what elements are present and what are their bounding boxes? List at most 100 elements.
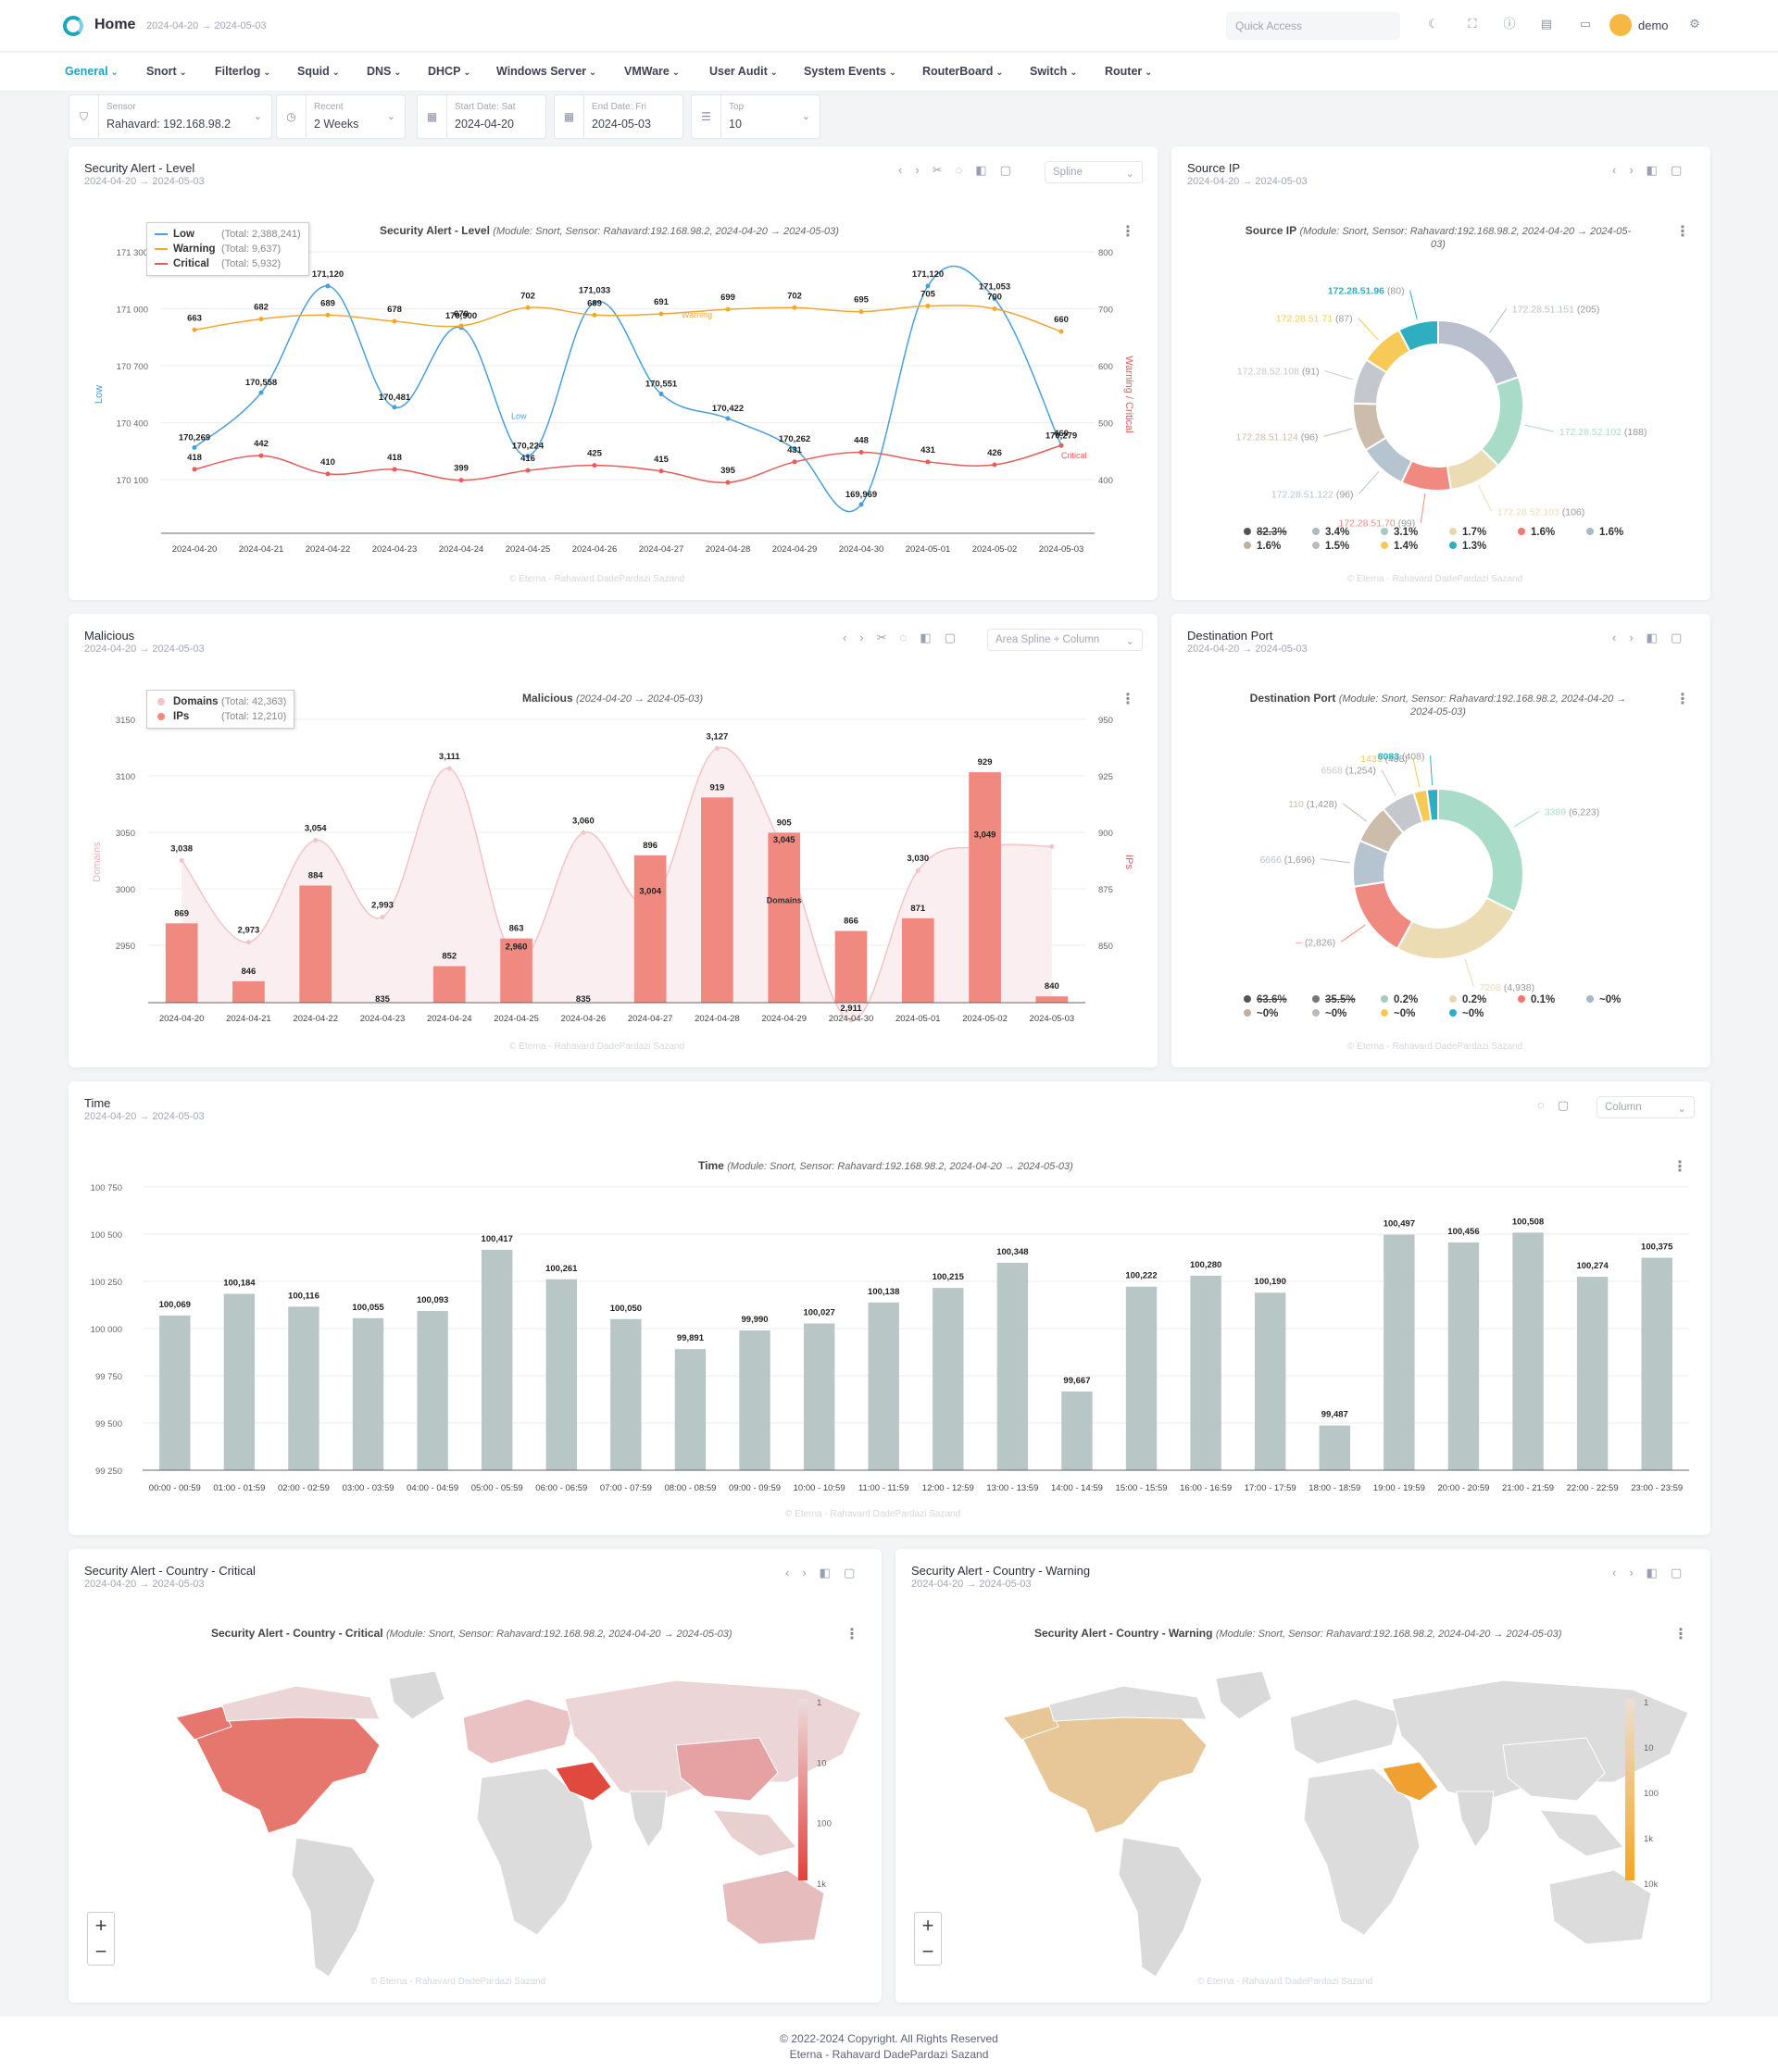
pie-legend-item[interactable]: 63.6% (1244, 994, 1312, 1005)
pie-legend-item[interactable]: 1.3% (1449, 541, 1518, 552)
legend-item-domains[interactable]: Domains (Total: 42,363) (155, 694, 286, 709)
code-icon[interactable]: ‹› (785, 1566, 820, 1579)
chart-type-select[interactable]: Area Spline + Column ⌄ (987, 629, 1143, 651)
comment-icon[interactable]: ▢ (1557, 1098, 1583, 1112)
legend-item-critical[interactable]: Critical (Total: 5,932) (155, 256, 301, 271)
zoom-in-icon[interactable]: + (94, 1914, 107, 1937)
nav-item-dhcp[interactable]: DHCP ⌄ (428, 65, 471, 78)
chart-menu-icon[interactable]: ⋮ (845, 1627, 859, 1642)
comment-icon[interactable]: ▢ (999, 163, 1024, 177)
pie-legend-item[interactable]: 1.6% (1518, 527, 1586, 538)
user-name[interactable]: demo (1638, 19, 1669, 32)
copy-icon[interactable]: ◧ (1646, 1566, 1671, 1579)
pie-legend-item[interactable]: 1.6% (1244, 541, 1312, 552)
legend-item-low[interactable]: Low (Total: 2,388,241) (155, 227, 301, 242)
pie-legend-item[interactable]: 0.1% (1518, 994, 1586, 1005)
info-icon[interactable]: ⓘ (1503, 17, 1516, 31)
nav-item-system-events[interactable]: System Events ⌄ (804, 65, 896, 78)
zoom-out-icon[interactable]: − (921, 1940, 934, 1963)
card-title: Security Alert - Country - Critical (84, 1564, 256, 1578)
legend-name: Domains (173, 696, 219, 707)
nav-item-windows-server[interactable]: Windows Server ⌄ (496, 65, 596, 78)
pie-legend-item[interactable]: 1.4% (1381, 541, 1449, 552)
code-icon[interactable]: ‹› (1612, 630, 1647, 644)
inbox-icon[interactable]: ▭ (1579, 17, 1592, 31)
nav-item-filterlog[interactable]: Filterlog ⌄ (215, 65, 270, 78)
reset-icon[interactable]: ◌ (1537, 1098, 1558, 1112)
nav-item-routerboard[interactable]: RouterBoard ⌄ (922, 65, 1004, 78)
copy-icon[interactable]: ◧ (1646, 163, 1671, 177)
pie-legend-item[interactable]: 0.2% (1381, 994, 1449, 1005)
comment-icon[interactable]: ▢ (944, 630, 969, 644)
comment-icon[interactable]: ▢ (1670, 630, 1696, 644)
legend-item-ips[interactable]: IPs (Total: 12,210) (155, 709, 286, 724)
fullscreen-icon[interactable]: ⛶ (1468, 17, 1477, 31)
chart-menu-icon[interactable]: ⋮ (1121, 692, 1135, 707)
comment-icon[interactable]: ▢ (1670, 1566, 1696, 1579)
chart-menu-icon[interactable]: ⋮ (1675, 224, 1690, 240)
moon-icon[interactable]: ☾ (1428, 17, 1439, 31)
nav-item-general[interactable]: General ⌄ (65, 65, 119, 78)
pie-legend-item[interactable]: 3.4% (1312, 527, 1381, 538)
world-map-critical[interactable]: 1 10 100 1k (69, 1549, 882, 2003)
copy-icon[interactable]: ◧ (975, 163, 1000, 177)
nav-item-vmware[interactable]: VMWare ⌄ (624, 65, 680, 78)
scissors-icon[interactable]: ✂ (932, 163, 956, 177)
copy-icon[interactable]: ◧ (920, 630, 945, 644)
reset-icon[interactable]: ◌ (899, 630, 920, 644)
pie-legend-item[interactable]: 1.5% (1312, 541, 1381, 552)
pie-legend-item[interactable]: ~0% (1449, 1008, 1518, 1019)
x-tick-label: 2024-04-26 (572, 544, 618, 555)
chart-menu-icon[interactable]: ⋮ (1675, 692, 1690, 707)
legend-item-warning[interactable]: Warning (Total: 9,637) (155, 242, 301, 256)
code-icon[interactable]: ‹› (843, 630, 877, 644)
pie-legend-item[interactable]: ~0% (1312, 1008, 1381, 1019)
quick-access-input[interactable]: Quick Access (1226, 12, 1400, 40)
nav-item-router[interactable]: Router ⌄ (1105, 65, 1152, 78)
app-logo[interactable] (63, 16, 83, 36)
pie-legend-item[interactable]: 0.2% (1449, 994, 1518, 1005)
world-map-warning[interactable]: 1 10 100 1k 10k (895, 1549, 1710, 2003)
pie-legend-item[interactable]: 82.3% (1244, 527, 1312, 538)
avatar[interactable] (1609, 14, 1632, 36)
card-title: Malicious (84, 629, 135, 643)
code-icon[interactable]: ‹› (1612, 163, 1647, 177)
filter-sensor[interactable]: ⛉ Sensor Rahavard: 192.168.98.2 ⌄ (69, 94, 272, 139)
pie-legend-item[interactable]: ~0% (1244, 1008, 1312, 1019)
map-zoom-controls[interactable]: + − (914, 1912, 942, 1966)
code-icon[interactable]: ‹› (1612, 1566, 1647, 1579)
filter-recent[interactable]: ◷ Recent 2 Weeks ⌄ (276, 94, 406, 139)
nav-item-user-audit[interactable]: User Audit ⌄ (709, 65, 778, 78)
chart-menu-icon[interactable]: ⋮ (1121, 224, 1135, 240)
gear-icon[interactable]: ⚙ (1689, 17, 1700, 31)
copy-icon[interactable]: ◧ (819, 1566, 844, 1579)
map-zoom-controls[interactable]: + − (87, 1912, 115, 1966)
pie-legend-item[interactable]: ~0% (1586, 994, 1655, 1005)
reset-icon[interactable]: ◌ (955, 163, 976, 177)
filter-start-date[interactable]: ▦ Start Date: Sat 2024-04-20 (417, 94, 546, 139)
pie-legend-item[interactable]: 1.6% (1586, 527, 1655, 538)
nav-item-snort[interactable]: Snort ⌄ (146, 65, 187, 78)
pie-legend-item[interactable]: 3.1% (1381, 527, 1449, 538)
filter-end-date[interactable]: ▦ End Date: Fri 2024-05-03 (554, 94, 683, 139)
pie-legend-item[interactable]: 1.7% (1449, 527, 1518, 538)
nav-item-dns[interactable]: DNS ⌄ (367, 65, 402, 78)
chart-type-select[interactable]: Column ⌄ (1596, 1096, 1695, 1118)
data-point (858, 502, 864, 507)
code-icon[interactable]: ‹› (898, 163, 933, 177)
clipboard-icon[interactable]: ▤ (1540, 17, 1553, 31)
comment-icon[interactable]: ▢ (843, 1566, 869, 1579)
zoom-out-icon[interactable]: − (94, 1940, 107, 1963)
filter-top[interactable]: ☰ Top 10 ⌄ (691, 94, 820, 139)
chart-menu-icon[interactable]: ⋮ (1673, 1627, 1688, 1642)
nav-item-squid[interactable]: Squid ⌄ (297, 65, 340, 78)
pie-legend-item[interactable]: 35.5% (1312, 994, 1381, 1005)
pie-legend-item[interactable]: ~0% (1381, 1008, 1449, 1019)
scissors-icon[interactable]: ✂ (876, 630, 900, 644)
copy-icon[interactable]: ◧ (1646, 630, 1671, 644)
nav-item-switch[interactable]: Switch ⌄ (1030, 65, 1077, 78)
comment-icon[interactable]: ▢ (1670, 163, 1696, 177)
zoom-in-icon[interactable]: + (921, 1914, 934, 1937)
chart-type-select[interactable]: Spline ⌄ (1045, 161, 1143, 183)
chart-menu-icon[interactable]: ⋮ (1672, 1159, 1687, 1175)
